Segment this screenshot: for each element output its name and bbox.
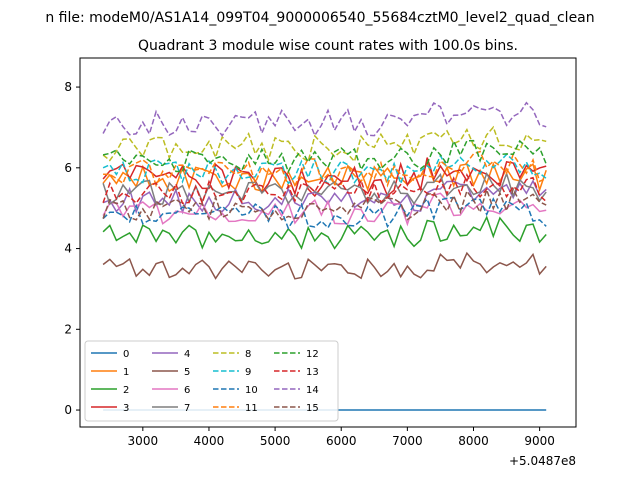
legend-entry: 7	[184, 403, 190, 414]
x-tick-label: 4000	[194, 434, 225, 448]
y-axis: 0 2 4 6 8	[64, 80, 80, 417]
legend-entry: 8	[245, 349, 251, 360]
series-line-9	[102, 153, 547, 186]
x-axis: 3000 4000 5000 6000 7000 8000 9000	[128, 427, 555, 448]
legend-entry: 4	[184, 349, 190, 360]
legend-entry: 0	[123, 349, 129, 360]
legend-entry: 5	[184, 367, 190, 378]
x-tick-label: 3000	[128, 434, 159, 448]
y-tick-label: 2	[64, 322, 72, 336]
series-line-10	[102, 196, 547, 230]
legend-box	[84, 340, 339, 422]
series-line-12	[102, 138, 547, 174]
legend-entry: 1	[123, 367, 129, 378]
legend-entry: 12	[306, 349, 319, 360]
x-tick-label: 8000	[458, 434, 489, 448]
legend-entry: 10	[245, 385, 258, 396]
series-line-2	[102, 215, 547, 250]
x-offset-label: +5.0487e8	[509, 454, 576, 468]
series-line-4	[102, 179, 547, 215]
series-line-11	[103, 150, 547, 188]
legend-entry: 15	[306, 403, 319, 414]
x-tick-label: 6000	[326, 434, 357, 448]
x-tick-label: 7000	[392, 434, 423, 448]
plot-area	[102, 101, 547, 411]
x-tick-label: 5000	[260, 434, 291, 448]
series-line-13	[102, 172, 547, 206]
legend-entry: 3	[123, 403, 129, 414]
series-line-14	[102, 101, 547, 137]
chart-title: Quadrant 3 module wise count rates with …	[138, 38, 518, 54]
y-tick-label: 6	[64, 161, 72, 175]
y-tick-label: 8	[64, 80, 72, 94]
series-line-8	[102, 125, 547, 163]
legend-entry: 14	[306, 385, 319, 396]
legend-entry: 9	[245, 367, 251, 378]
series-line-5	[102, 251, 547, 280]
legend-entry: 6	[184, 385, 190, 396]
series-line-15	[102, 186, 547, 222]
axes-frame	[79, 57, 577, 428]
legend-entry: 11	[245, 403, 258, 414]
x-tick-label: 9000	[524, 434, 555, 448]
legend-entry: 13	[306, 367, 319, 378]
y-tick-label: 0	[64, 403, 72, 417]
y-tick-label: 4	[64, 242, 72, 256]
series-line-1	[102, 161, 547, 193]
legend-entry: 2	[123, 385, 129, 396]
chart-suptitle: n file: modeM0/AS1A14_099T04_9000006540_…	[45, 10, 594, 26]
